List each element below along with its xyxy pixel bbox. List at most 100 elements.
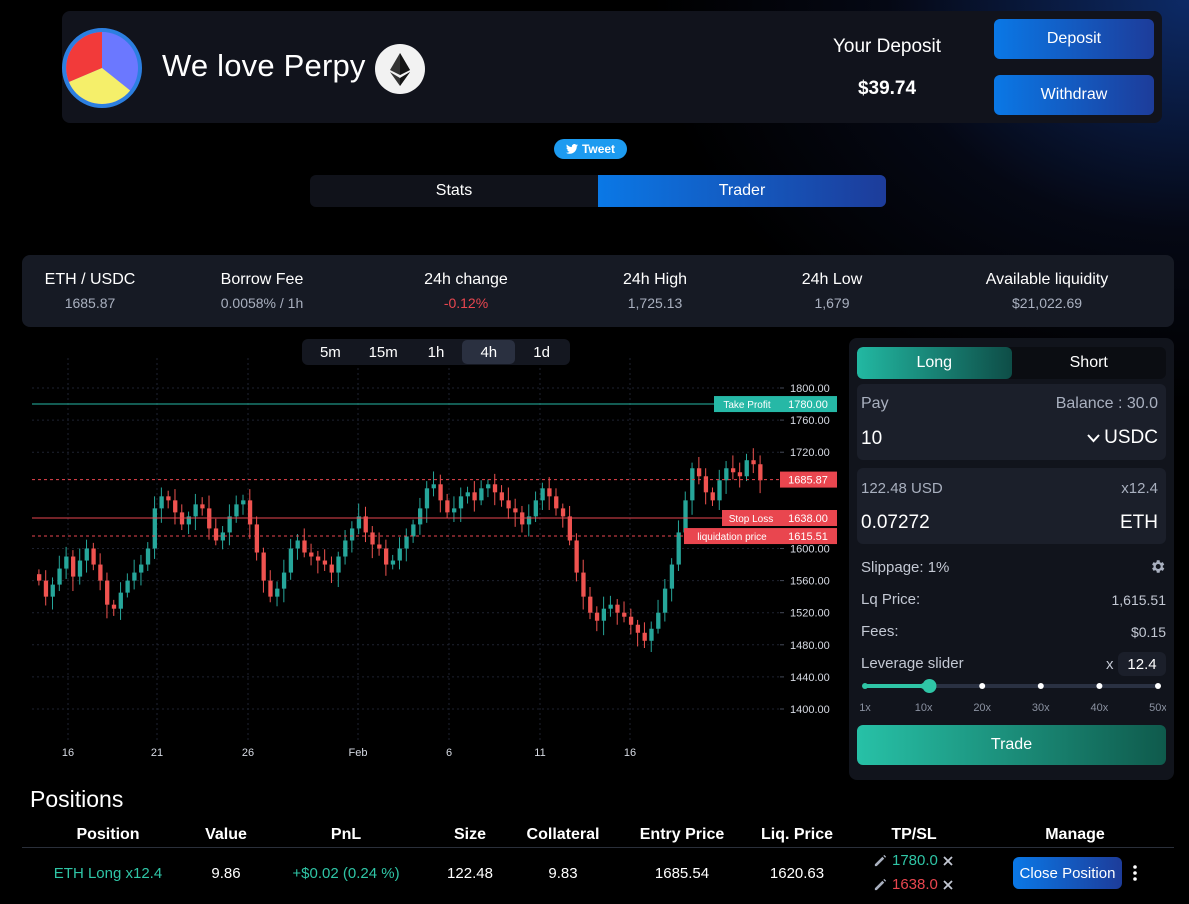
pencil-icon[interactable] (873, 853, 888, 868)
close-position-button[interactable]: Close Position (1013, 857, 1122, 889)
stat-label: Available liquidity (985, 271, 1109, 288)
fees-value: $0.15 (1130, 624, 1166, 640)
column-header: PnL (330, 826, 362, 843)
slider-mark-label: 10x (915, 702, 933, 714)
timeframe-4h[interactable]: 4h (462, 340, 516, 364)
close-icon[interactable] (942, 855, 954, 867)
candle-body (411, 524, 416, 537)
candle-body (445, 500, 450, 513)
candle-body (295, 540, 300, 549)
pay-amount-input[interactable]: 10 (861, 428, 883, 449)
pencil-icon[interactable] (873, 877, 888, 892)
candle-body (526, 516, 532, 525)
receive-leverage: x12.4 (1121, 480, 1158, 497)
candle-body (710, 492, 715, 501)
trade-button[interactable]: Trade (857, 725, 1166, 765)
deposit-value: $39.74 (857, 78, 917, 99)
stat-24h-high: 24h High 1,725.13 (566, 255, 744, 327)
column-header: TP/SL (891, 826, 937, 843)
candle-body (98, 564, 103, 581)
candle-body (43, 580, 49, 597)
stat-label: 24h Low (801, 271, 863, 288)
positions-table-header: Position Value PnL Size Collateral Entry… (22, 822, 1174, 848)
candle-body (594, 612, 600, 621)
slider-step-dot (1155, 683, 1161, 689)
timeframe-1d[interactable]: 1d (533, 343, 550, 361)
candle-body (649, 628, 654, 641)
candle-body (458, 496, 464, 509)
timeframe-1h[interactable]: 1h (427, 343, 445, 361)
slippage-label: Slippage: 1% (861, 559, 950, 576)
settings-gear-icon[interactable] (1149, 558, 1166, 580)
pay-input-box: Pay Balance : 30.0 10 USDC (857, 384, 1166, 460)
candle-body (200, 504, 205, 509)
stat-label: 24h High (622, 271, 688, 288)
close-icon[interactable] (942, 879, 954, 891)
stat-value: 0.0058% / 1h (220, 295, 304, 311)
leverage-input[interactable]: 12.4 (1118, 652, 1166, 676)
slider-mark-label: 1x (859, 702, 871, 714)
candle-body (234, 504, 239, 517)
candle-body (77, 560, 83, 577)
candle-body (213, 528, 219, 541)
timeframe-5m[interactable]: 5m (319, 343, 341, 361)
lq-price-value: 1,615.51 (1111, 592, 1167, 608)
stat-24h-low: 24h Low 1,679 (744, 255, 920, 327)
candle-body (281, 572, 287, 589)
price-chart[interactable]: Take Profit 1780.00 1685.87 Stop Loss 1638.0… (22, 338, 842, 768)
price-axis-value: 1638.00 (788, 513, 828, 525)
candle-body (356, 516, 362, 529)
candle-body (111, 604, 117, 609)
column-header: Liq. Price (760, 826, 834, 843)
candle-body (424, 488, 430, 509)
tab-trader[interactable]: Trader (598, 175, 886, 207)
timeframe-15m[interactable]: 15m (368, 343, 398, 361)
price-axis-tag (780, 471, 837, 488)
x-tick-label: Feb (349, 747, 368, 759)
candle-body (751, 460, 756, 465)
take-profit-value: 1780.0 (892, 852, 938, 869)
tab-stats[interactable]: Stats (435, 182, 473, 199)
position-pnl: +$0.02 (0.24 %) (292, 865, 400, 882)
candle-body (635, 624, 641, 633)
position-entry-price: 1685.54 (654, 865, 710, 882)
candle-body (309, 552, 314, 557)
candle-body (696, 468, 702, 477)
candle-body (322, 560, 328, 565)
candle-body (383, 548, 389, 565)
y-tick-label: 1600.00 (790, 544, 830, 556)
pay-token-label: USDC (1104, 427, 1158, 448)
stat-value: 1,679 (814, 295, 850, 311)
fees-label: Fees: (861, 623, 899, 640)
price-line-tag (714, 396, 780, 413)
y-tick-label: 1520.00 (790, 608, 830, 620)
positions-title: Positions (30, 786, 124, 812)
position-name: ETH Long x12.4 (53, 865, 163, 882)
main-tabs: Stats Trader (310, 175, 886, 207)
candle-body (118, 592, 123, 609)
candle-body (390, 560, 396, 565)
pay-token-select[interactable]: USDC (1087, 427, 1158, 449)
slider-step-dot (862, 683, 868, 689)
tweet-button[interactable]: Tweet (554, 139, 627, 159)
stat-label: Borrow Fee (220, 271, 304, 288)
candle-body (220, 532, 226, 541)
candle-body (166, 496, 171, 501)
leverage-slider-label: Leverage slider (861, 655, 964, 672)
candle-body (275, 588, 280, 597)
stat-value: -0.12% (443, 295, 489, 311)
slider-handle[interactable] (922, 679, 937, 693)
candle-body (173, 500, 178, 513)
short-button[interactable]: Short (1069, 354, 1108, 371)
long-button[interactable]: Long (857, 347, 1012, 379)
stat-value: 1685.87 (64, 295, 116, 311)
x-tick-label: 16 (624, 747, 636, 759)
leverage-slider[interactable]: 1x 10x 20x 30x 40x 50x (857, 678, 1166, 716)
candle-body (431, 484, 436, 489)
candle-body (486, 484, 491, 489)
more-options-icon[interactable] (1131, 864, 1139, 887)
deposit-button[interactable]: Deposit (994, 19, 1154, 59)
candle-body (574, 540, 579, 573)
candle-body (438, 484, 443, 501)
withdraw-button[interactable]: Withdraw (994, 75, 1154, 115)
